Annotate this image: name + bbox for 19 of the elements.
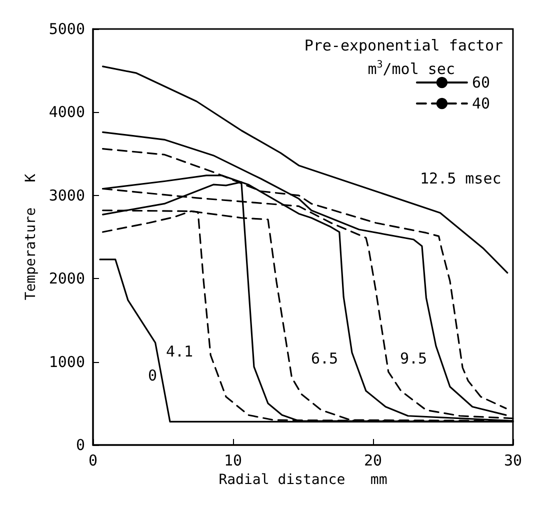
x-tick-label: 30: [504, 452, 522, 470]
legend-label: 60: [472, 74, 490, 92]
y-tick-label: 4000: [48, 103, 85, 122]
legend-label: 40: [472, 94, 490, 112]
x-tick-label: 10: [224, 452, 242, 470]
annotation: 0: [148, 366, 158, 384]
x-tick-label: 20: [364, 452, 382, 470]
annotation: 12.5 msec: [420, 170, 502, 188]
y-tick-label: 1000: [48, 352, 85, 371]
annotation: 6.5: [311, 350, 338, 368]
x-tick-label: 0: [88, 452, 98, 470]
y-axis-title: Temperature K: [22, 173, 39, 300]
y-tick-label: 5000: [48, 20, 85, 38]
y-tick-label: 2000: [48, 270, 85, 288]
x-axis-title: Radial distance mm: [218, 472, 388, 488]
y-tick-label: 0: [76, 436, 85, 454]
annotation: 4.1: [166, 342, 194, 360]
annotation: 9.5: [400, 350, 428, 368]
y-tick-label: 3000: [48, 186, 85, 204]
